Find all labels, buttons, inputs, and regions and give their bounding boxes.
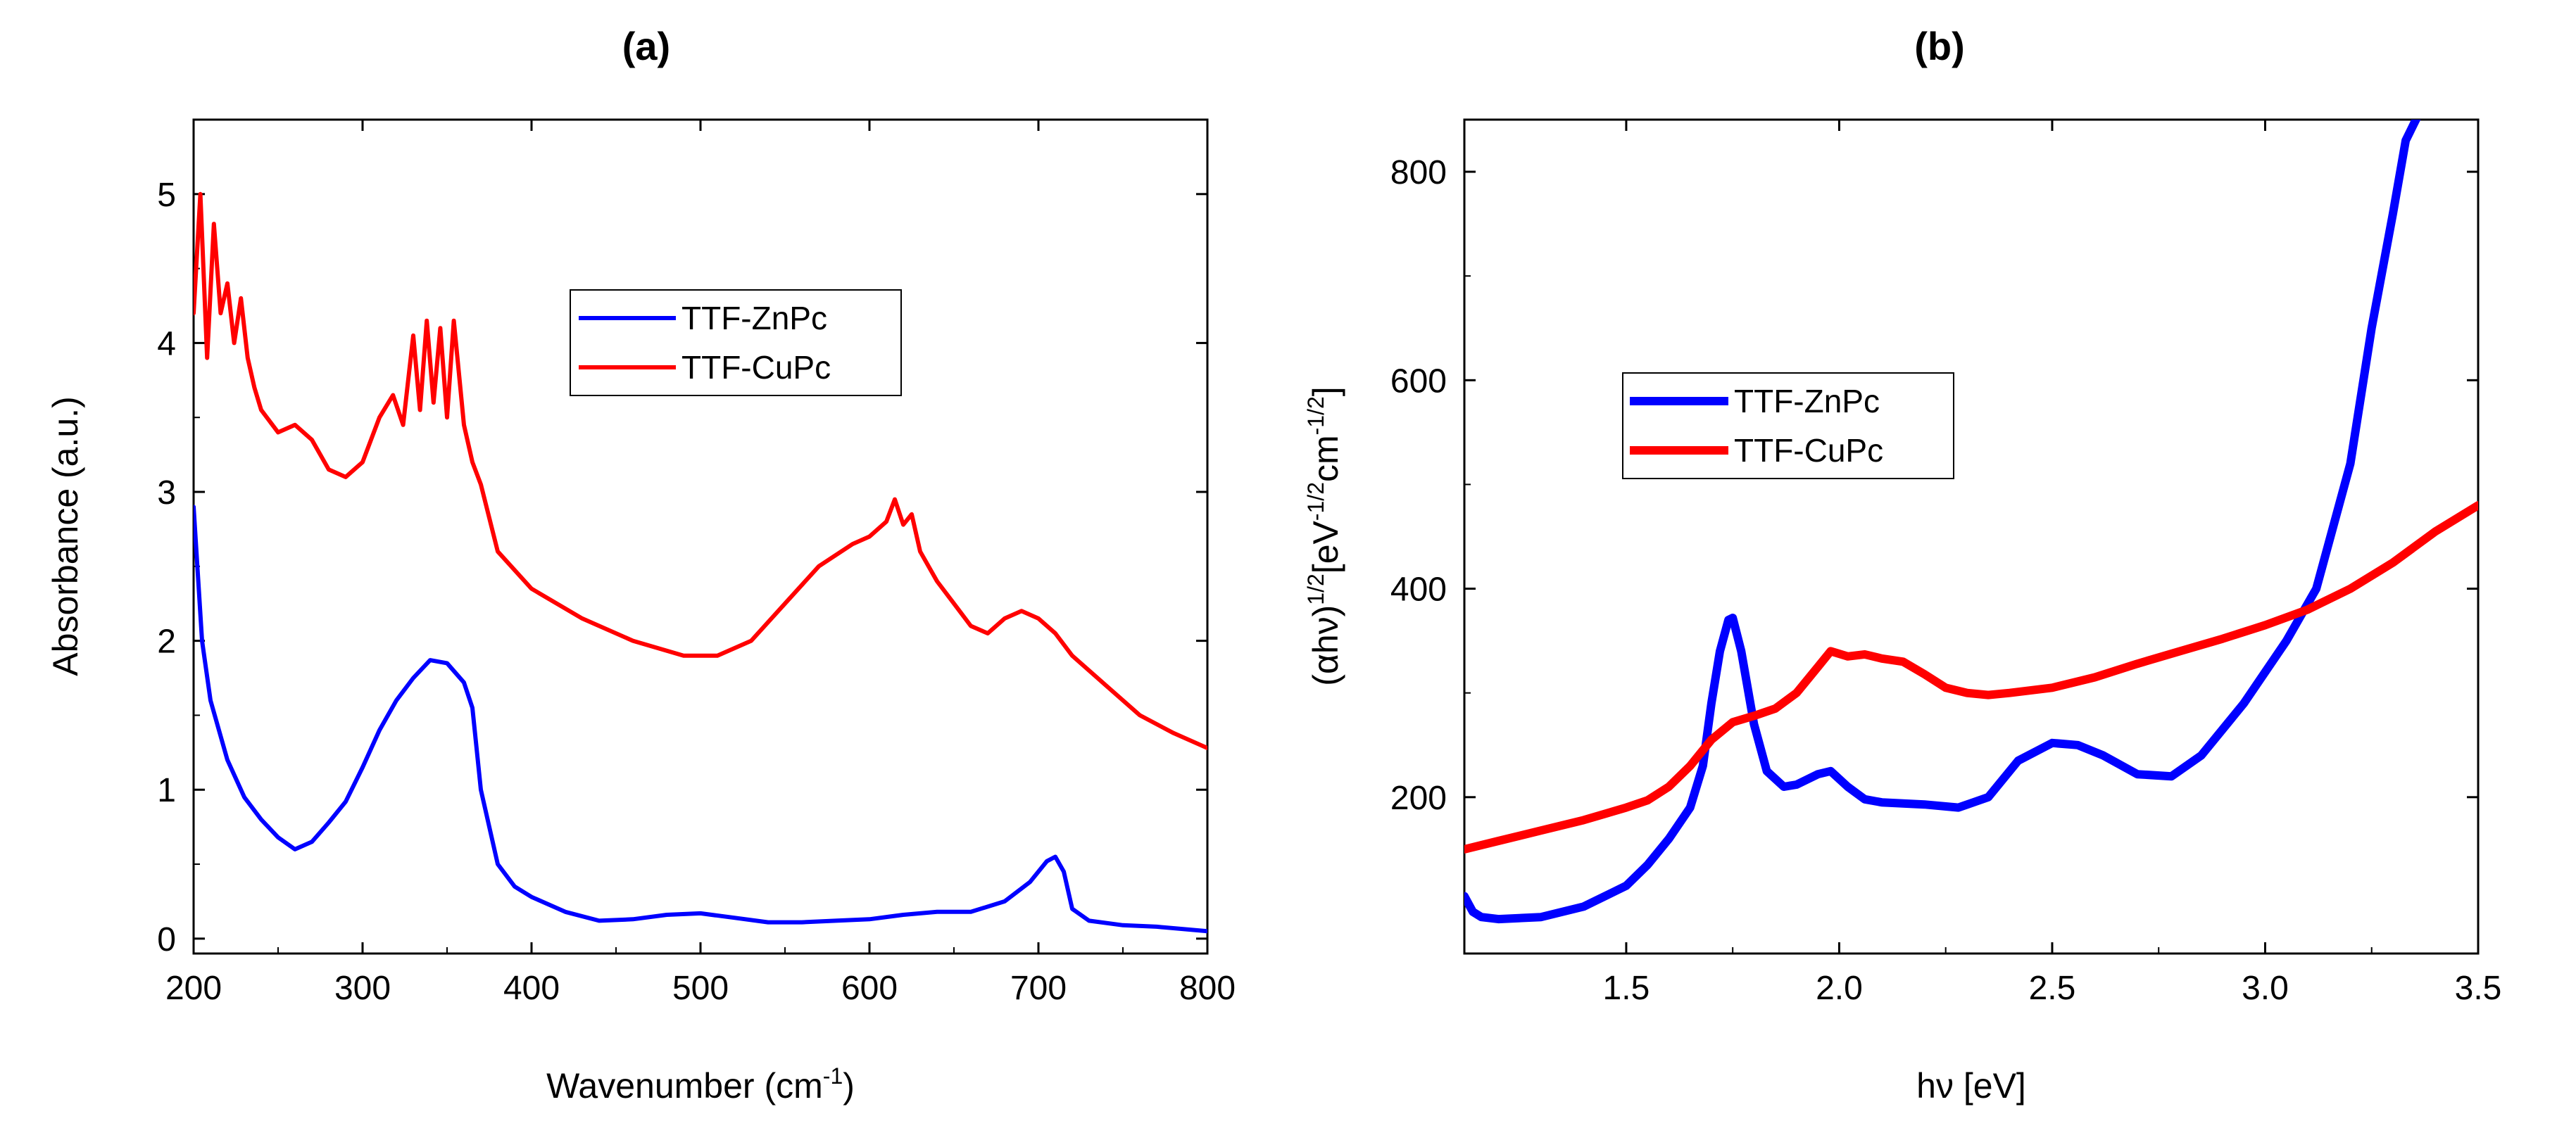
panel-a-x-axis-title-main: Wavenumber (cm xyxy=(546,1066,823,1106)
panel-a-legend: TTF-ZnPc TTF-CuPc xyxy=(570,289,902,396)
panel-a-x-tick-label: 300 xyxy=(334,970,391,1007)
panel-b-x-axis-title: hν [eV] xyxy=(1916,1066,2026,1106)
panel-a-legend-label-cu: TTF-CuPc xyxy=(681,349,831,386)
panel-b-y-axis-title-end: ] xyxy=(1306,386,1345,396)
panel-a: (a) 200 300 400 500 600 700 800 0 1 2 3 4 5 Absorban… xyxy=(46,24,1236,1106)
panel-a-legend-box xyxy=(570,289,902,396)
panel-b-axes: 1.5 2.0 2.5 3.0 3.5 200 400 600 800 xyxy=(1390,120,2501,1007)
panel-a-legend-label-zn: TTF-ZnPc xyxy=(681,300,827,336)
panel-b-legend-box xyxy=(1622,372,1954,479)
panel-a-series xyxy=(194,191,1207,934)
panel-a-x-tick-label: 600 xyxy=(841,970,898,1007)
panel-a-x-axis-title-end: ) xyxy=(843,1066,855,1106)
panel-a-y-tick-label: 0 xyxy=(157,921,176,958)
panel-a-label: (a) xyxy=(622,24,670,68)
panel-a-x-tick-label: 700 xyxy=(1010,970,1067,1007)
panel-a-plot-frame xyxy=(192,118,1209,955)
panel-b-series-ttf-znpc xyxy=(1464,120,2421,924)
panel-b-y-axis-title-sup2: -1/2 xyxy=(1303,482,1328,521)
panel-b-y-tick-label: 800 xyxy=(1390,154,1447,191)
panel-b-series-ttf-cupc xyxy=(1464,501,2478,854)
panel-a-x-axis-title-sup: -1 xyxy=(823,1063,843,1089)
panel-b-y-axis-title-mid: [eV xyxy=(1306,521,1345,574)
panel-a-series-ttf-cupc xyxy=(194,191,1207,750)
panel-a-x-axis-title: Wavenumber (cm-1) xyxy=(546,1063,855,1106)
panel-b-y-tick-label: 600 xyxy=(1390,362,1447,400)
panel-b-legend-label-cu: TTF-CuPc xyxy=(1734,432,1883,469)
panel-a-x-tick-label: 400 xyxy=(503,970,560,1007)
panel-a-x-tick-label: 500 xyxy=(672,970,729,1007)
panel-b-x-tick-label: 2.5 xyxy=(2029,970,2076,1007)
panel-a-y-tick-label: 2 xyxy=(157,623,176,661)
panel-b-y-tick-label: 200 xyxy=(1390,780,1447,817)
panel-b-x-tick-label: 3.0 xyxy=(2242,970,2289,1007)
panel-b-x-tick-label: 1.5 xyxy=(1603,970,1650,1007)
panel-a-x-tick-label: 800 xyxy=(1179,970,1236,1007)
panel-a-series-ttf-znpc xyxy=(194,505,1207,934)
panel-b-x-tick-label: 3.5 xyxy=(2455,970,2502,1007)
panel-a-y-tick-label: 1 xyxy=(157,772,176,809)
panel-b-y-axis-title-sup3: -1/2 xyxy=(1303,396,1328,435)
panel-b-y-axis-title: (αhν)1/2[eV-1/2cm-1/2] xyxy=(1303,386,1345,685)
panel-a-y-tick-label: 4 xyxy=(157,325,176,362)
panel-a-y-tick-label: 5 xyxy=(157,177,176,214)
panel-b-y-axis-title-sup1: 1/2 xyxy=(1303,574,1328,604)
panel-b-y-tick-label: 400 xyxy=(1390,571,1447,609)
panel-b-legend-label-zn: TTF-ZnPc xyxy=(1734,383,1880,419)
panel-a-y-tick-label: 3 xyxy=(157,474,176,512)
panel-b-y-axis-title-unit: cm xyxy=(1306,435,1345,482)
panel-b-y-axis-title-prefix: (αhν) xyxy=(1306,605,1345,686)
panel-b-series xyxy=(1464,120,2478,924)
panel-b-legend: TTF-ZnPc TTF-CuPc xyxy=(1622,372,1954,479)
panel-b-x-tick-label: 2.0 xyxy=(1816,970,1863,1007)
panel-b-label: (b) xyxy=(1914,24,1965,68)
panel-b: (b) 1.5 2.0 2.5 3.0 3.5 200 400 600 800 (αhν)1/2… xyxy=(1303,24,2501,1106)
panel-a-x-tick-label: 200 xyxy=(165,970,222,1007)
panel-a-axes: 200 300 400 500 600 700 800 0 1 2 3 4 5 xyxy=(157,120,1236,1007)
panel-a-y-axis-title: Absorbance (a.u.) xyxy=(46,396,85,676)
panel-b-plot-frame xyxy=(1463,118,2480,955)
